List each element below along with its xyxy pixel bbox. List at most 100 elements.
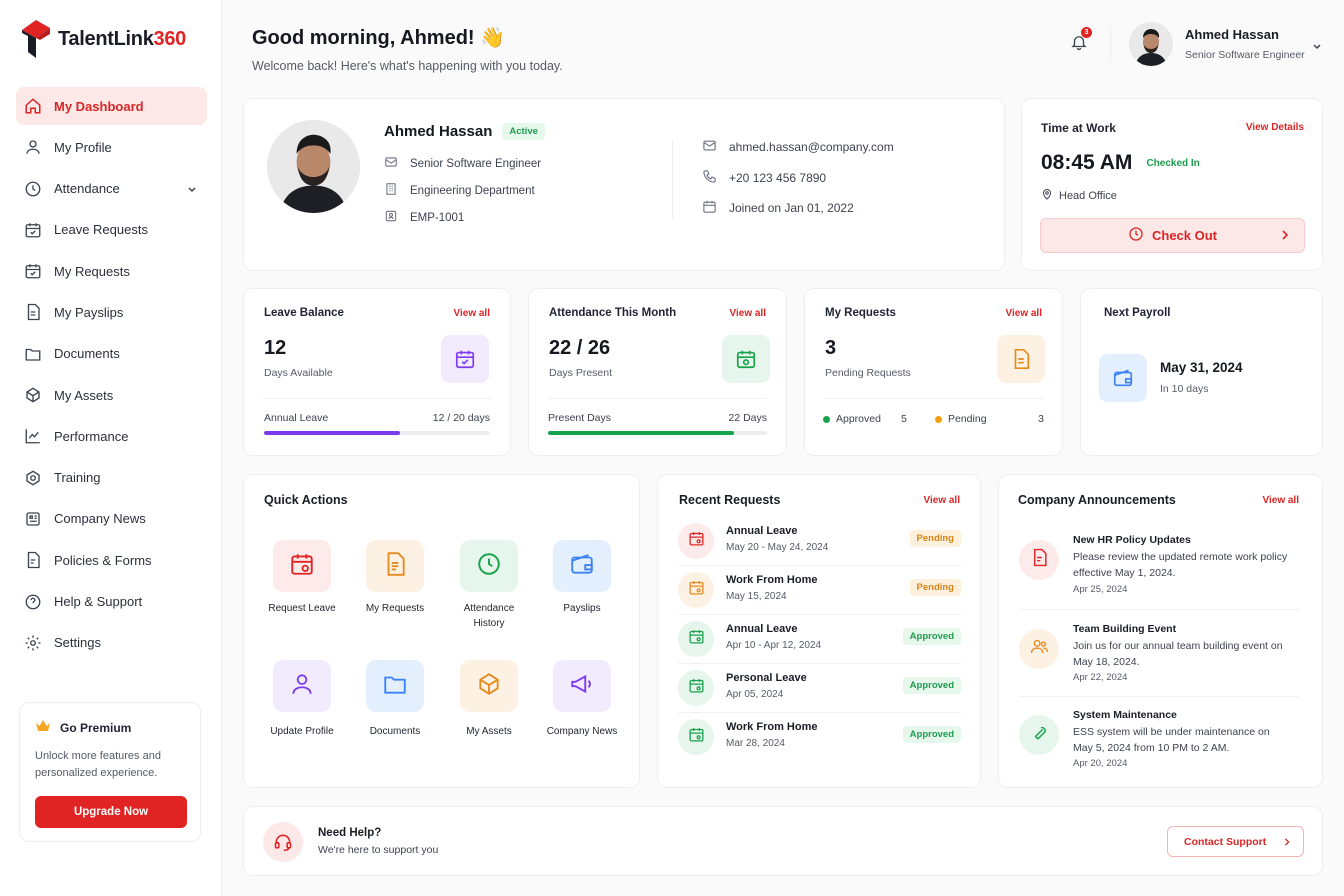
user-icon bbox=[24, 138, 42, 156]
quick-action-documents[interactable]: Documents bbox=[350, 660, 440, 739]
next-payroll-title: Next Payroll bbox=[1104, 307, 1171, 319]
sidebar-item-policies-forms[interactable]: Policies & Forms bbox=[16, 541, 207, 579]
chevron-down-icon[interactable] bbox=[187, 183, 197, 198]
quick-action-company-news[interactable]: Company News bbox=[537, 660, 627, 739]
header-divider bbox=[1110, 26, 1111, 62]
list-item[interactable]: Annual Leave Apr 10 - Apr 12, 2024 Appro… bbox=[678, 616, 961, 664]
requests-view-all-link[interactable]: View all bbox=[1005, 308, 1042, 319]
profile-card: Ahmed Hassan Active Senior Software Engi… bbox=[243, 98, 1005, 271]
list-item[interactable]: Work From Home May 15, 2024 Pending bbox=[678, 567, 961, 615]
sidebar-item-leave-requests[interactable]: Leave Requests bbox=[16, 211, 207, 249]
requests-title: My Requests bbox=[825, 307, 896, 319]
phone-icon bbox=[702, 169, 717, 187]
announcements-card: Company Announcements View all New HR Po… bbox=[998, 474, 1323, 788]
leave-view-all-link[interactable]: View all bbox=[453, 308, 490, 319]
briefcase-icon bbox=[384, 155, 398, 172]
present-days-label: Present Days bbox=[548, 412, 612, 424]
recent-requests-card: Recent Requests View all Annual Leave Ma… bbox=[657, 474, 981, 788]
quick-action-update-profile[interactable]: Update Profile bbox=[257, 660, 347, 739]
clock-icon bbox=[24, 180, 42, 198]
document-icon bbox=[382, 551, 408, 582]
attendance-view-all-link[interactable]: View all bbox=[729, 308, 766, 319]
calendar-icon bbox=[688, 579, 705, 601]
sidebar-item-performance[interactable]: Performance bbox=[16, 417, 207, 455]
need-help-card: Need Help? We're here to support you Con… bbox=[243, 806, 1323, 876]
contact-support-button[interactable]: Contact Support bbox=[1167, 826, 1304, 857]
status-badge: Approved bbox=[902, 726, 961, 743]
profile-department: Engineering Department bbox=[410, 184, 535, 197]
sidebar-item-attendance[interactable]: Attendance bbox=[16, 170, 207, 208]
sidebar-item-my-dashboard[interactable]: My Dashboard bbox=[16, 87, 207, 125]
approved-legend: Approved 5 bbox=[823, 413, 907, 425]
announcement-item[interactable]: Team Building Event Join us for our annu… bbox=[1019, 617, 1299, 697]
announcements-view-all-link[interactable]: View all bbox=[1262, 495, 1299, 506]
bell-icon bbox=[1070, 36, 1088, 56]
calendar-icon bbox=[702, 199, 717, 217]
profile-phone: +20 123 456 7890 bbox=[729, 171, 827, 185]
quick-action-attendance-history[interactable]: Attendance History bbox=[444, 540, 534, 631]
divider bbox=[824, 398, 1043, 399]
notification-badge: 3 bbox=[1081, 27, 1092, 38]
attendance-progress-bar bbox=[548, 431, 767, 435]
list-item[interactable]: Annual Leave May 20 - May 24, 2024 Pendi… bbox=[678, 518, 961, 566]
logo[interactable]: TalentLink360 bbox=[20, 18, 186, 60]
sidebar-item-settings[interactable]: Settings bbox=[16, 624, 207, 662]
status-badge: Pending bbox=[909, 530, 961, 547]
profile-email[interactable]: ahmed.hassan@company.com bbox=[729, 140, 894, 154]
calendar-check-icon bbox=[722, 335, 770, 383]
my-requests-card: My Requests View all 3 Pending Requests … bbox=[804, 288, 1063, 456]
announcement-item[interactable]: New HR Policy Updates Please review the … bbox=[1019, 528, 1299, 610]
mail-icon bbox=[702, 138, 717, 156]
calendar-icon bbox=[441, 335, 489, 383]
quick-action-request-leave[interactable]: Request Leave bbox=[257, 540, 347, 616]
wrench-icon bbox=[1030, 723, 1049, 747]
page-title: Good morning, Ahmed! 👋 bbox=[252, 27, 506, 49]
leave-progress-fill bbox=[264, 431, 400, 435]
status-badge: Approved bbox=[902, 677, 961, 694]
annual-leave-label: Annual Leave bbox=[264, 412, 329, 424]
view-details-link[interactable]: View Details bbox=[1245, 122, 1304, 133]
logo-icon bbox=[22, 20, 50, 58]
location-pin-icon bbox=[1041, 188, 1053, 204]
recent-requests-view-all-link[interactable]: View all bbox=[923, 495, 960, 506]
user-role: Senior Software Engineer bbox=[1185, 49, 1305, 61]
pending-legend: Pending bbox=[935, 413, 987, 425]
building-icon bbox=[384, 182, 398, 199]
pending-requests-label: Pending Requests bbox=[825, 367, 911, 379]
logo-text: TalentLink360 bbox=[58, 27, 187, 50]
attendance-value: 22 / 26 bbox=[549, 337, 611, 359]
sidebar-item-my-requests[interactable]: My Requests bbox=[16, 252, 207, 290]
megaphone-icon bbox=[569, 671, 595, 702]
pending-count: 3 bbox=[1038, 413, 1044, 425]
user-menu[interactable]: Ahmed Hassan Senior Software Engineer bbox=[1129, 22, 1321, 66]
sidebar-item-training[interactable]: Training bbox=[16, 459, 207, 497]
quick-action-my-requests[interactable]: My Requests bbox=[350, 540, 440, 616]
check-out-button[interactable]: Check Out bbox=[1040, 218, 1305, 253]
sidebar-item-help-support[interactable]: Help & Support bbox=[16, 583, 207, 621]
calendar-check-icon bbox=[24, 262, 42, 280]
chevron-down-icon[interactable] bbox=[1312, 39, 1322, 57]
profile-title: Senior Software Engineer bbox=[410, 157, 542, 170]
list-item[interactable]: Personal Leave Apr 05, 2024 Approved bbox=[678, 665, 961, 713]
announcement-item[interactable]: System Maintenance ESS system will be un… bbox=[1019, 703, 1299, 783]
file-text-icon bbox=[24, 303, 42, 321]
list-item[interactable]: Work From Home Mar 28, 2024 Approved bbox=[678, 714, 961, 762]
upgrade-now-button[interactable]: Upgrade Now bbox=[35, 796, 187, 828]
leave-balance-title: Leave Balance bbox=[264, 307, 344, 319]
quick-action-my-assets[interactable]: My Assets bbox=[444, 660, 534, 739]
notification-button[interactable]: 3 bbox=[1070, 27, 1092, 57]
page-subtitle: Welcome back! Here's what's happening wi… bbox=[252, 59, 563, 73]
file-icon bbox=[24, 551, 42, 569]
sidebar-item-documents[interactable]: Documents bbox=[16, 335, 207, 373]
payroll-countdown: In 10 days bbox=[1160, 383, 1209, 395]
sidebar-item-my-payslips[interactable]: My Payslips bbox=[16, 293, 207, 331]
announcements-title: Company Announcements bbox=[1018, 493, 1176, 507]
status-badge: Pending bbox=[909, 579, 961, 596]
profile-photo bbox=[267, 120, 360, 213]
quick-action-payslips[interactable]: Payslips bbox=[537, 540, 627, 616]
sidebar-item-company-news[interactable]: Company News bbox=[16, 500, 207, 538]
sidebar-item-my-assets[interactable]: My Assets bbox=[16, 376, 207, 414]
profile-joined: Joined on Jan 01, 2022 bbox=[729, 201, 854, 215]
sidebar-item-my-profile[interactable]: My Profile bbox=[16, 128, 207, 166]
id-badge-icon bbox=[384, 209, 398, 226]
